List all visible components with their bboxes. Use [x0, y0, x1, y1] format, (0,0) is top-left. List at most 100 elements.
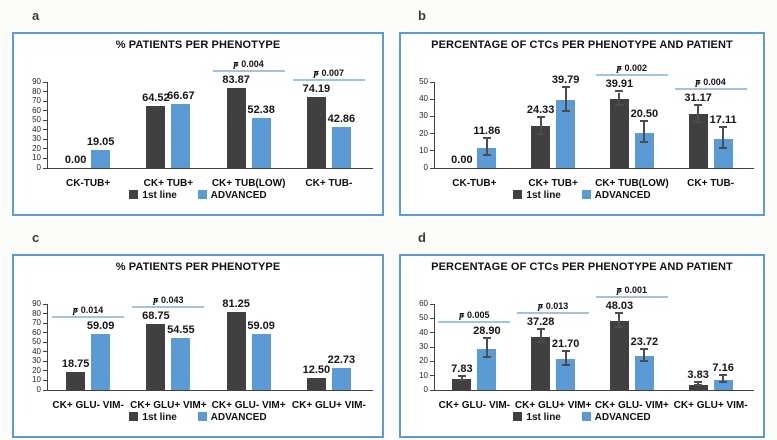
bar-1st-line: [452, 378, 472, 390]
legend-item-1st-line: 1st line: [513, 190, 561, 201]
panel-letter-d: d: [418, 230, 426, 245]
bar-ADVANCED: [91, 333, 111, 390]
p-value-label: p = 0.002: [616, 63, 648, 74]
legend-swatch-blue: [581, 412, 591, 421]
p-value-label: p = 0.043: [153, 295, 184, 306]
y-tick-mark: [43, 351, 47, 353]
y-tick-label: 10: [419, 370, 428, 380]
bar-1st-line: [688, 384, 708, 390]
y-tick-label: 10: [32, 375, 41, 385]
legend-item-1st-line: 1st line: [129, 412, 177, 423]
x-category-label: CK+ GLU- VIM-: [52, 400, 124, 411]
x-category-label: CK-TUB+: [66, 178, 111, 189]
value-label: 74.19: [302, 83, 331, 96]
legend-label: ADVANCED: [210, 412, 267, 423]
x-axis-line: [434, 168, 754, 169]
bar-ADVANCED: [251, 333, 271, 390]
value-label: 28.90: [473, 325, 501, 338]
y-tick-label: 0: [423, 163, 428, 172]
value-label: 48.03: [605, 300, 634, 312]
y-tick-mark: [43, 138, 47, 140]
y-tick-label: 0: [36, 385, 41, 394]
error-bar-cap-bottom: [457, 378, 466, 381]
plot-area: 0 10 20 30 40 50 CK-TUB+ CK+ TUB+ CK+ TUB(LOW) CK…: [419, 63, 754, 189]
error-bar-cap-top: [640, 347, 649, 350]
error-bar: [460, 376, 463, 381]
x-category-label: CK+ GLU+ VIM+: [130, 400, 207, 411]
x-category-label: CK+ TUB(LOW): [211, 178, 286, 189]
y-tick-mark: [430, 375, 434, 377]
bar-ADVANCED: [171, 104, 191, 168]
bar-1st-line: [531, 336, 551, 390]
panel-letter-c: c: [32, 230, 40, 245]
y-tick-label: 20: [32, 143, 41, 153]
bar-ADVANCED: [91, 149, 111, 168]
error-bar: [722, 376, 725, 384]
error-bar-cap-bottom: [694, 383, 703, 386]
error-bar: [485, 139, 488, 157]
bar-1st-line: [306, 97, 326, 168]
bar-ADVANCED: [331, 368, 351, 390]
error-bar-cap-bottom: [561, 109, 570, 112]
value-label: 23.72: [630, 335, 659, 348]
y-tick-mark: [43, 303, 47, 305]
y-tick-mark: [430, 167, 434, 169]
error-bar-cap-top: [719, 126, 728, 129]
legend-item-advanced: ADVANCED: [581, 412, 651, 423]
y-tick-mark: [43, 100, 47, 102]
bar-ADVANCED: [713, 138, 733, 168]
p-value-label: p = 0.004: [233, 58, 264, 69]
error-bar-cap-top: [694, 103, 703, 106]
legend-label: ADVANCED: [210, 190, 267, 201]
chart-title: % PATIENTS PER PHENOTYPE: [115, 39, 281, 51]
bar-1st-line: [226, 87, 246, 168]
y-tick-mark: [430, 317, 434, 319]
value-label: 39.79: [551, 73, 580, 86]
value-label: 0.00: [64, 154, 87, 166]
value-label: 59.09: [247, 319, 275, 332]
value-label: 19.05: [86, 135, 115, 148]
legend: 1st line ADVANCED: [401, 190, 763, 201]
x-category-label: CK+ TUB(LOW): [595, 178, 669, 189]
y-tick-mark: [43, 110, 47, 112]
value-label: 7.16: [712, 362, 734, 375]
x-axis-line: [47, 168, 373, 169]
y-tick-mark: [43, 119, 47, 121]
x-category-label: CK+ GLU- VIM+: [594, 400, 669, 411]
y-tick-label: 30: [32, 134, 41, 144]
y-tick-mark: [43, 389, 47, 391]
error-bar: [643, 122, 646, 144]
error-bar-cap-bottom: [615, 326, 624, 329]
p-value-label: p = 0.007: [313, 68, 345, 79]
y-tick-label: 40: [419, 327, 428, 337]
legend-swatch-dark: [129, 412, 139, 421]
bar-ADVANCED: [331, 127, 351, 168]
value-label: 12.50: [302, 364, 331, 377]
y-tick-mark: [43, 370, 47, 372]
value-label: 81.25: [222, 298, 250, 311]
y-tick-label: 50: [419, 313, 428, 323]
chart-panel-d: PERCENTAGE OF CTCs PER PHENOTYPE AND PAT…: [399, 254, 765, 438]
legend-swatch-dark: [129, 190, 139, 199]
value-label: 68.75: [142, 310, 170, 323]
y-tick-label: 30: [419, 111, 428, 121]
error-bar-cap-top: [640, 120, 649, 123]
bar-1st-line: [531, 126, 551, 168]
legend-item-1st-line: 1st line: [513, 412, 561, 423]
error-bar: [564, 87, 567, 112]
p-value-underline: [132, 306, 205, 309]
y-tick-mark: [430, 98, 434, 100]
y-tick-label: 70: [32, 96, 41, 106]
error-bar-cap-bottom: [536, 341, 545, 344]
x-category-label: CK+ GLU+ VIM+: [514, 400, 592, 411]
x-category-label: CK+ GLU+ VIM-: [673, 400, 748, 411]
bar-1st-line: [688, 114, 708, 168]
y-tick-label: 80: [32, 308, 41, 318]
bar-1st-line: [146, 324, 166, 390]
y-tick-label: 50: [419, 77, 428, 86]
p-value-underline: [595, 296, 668, 298]
legend-item-advanced: ADVANCED: [197, 190, 267, 201]
p-value-underline: [674, 87, 747, 90]
p-value-underline: [292, 79, 365, 82]
value-label: 66.67: [167, 90, 195, 103]
